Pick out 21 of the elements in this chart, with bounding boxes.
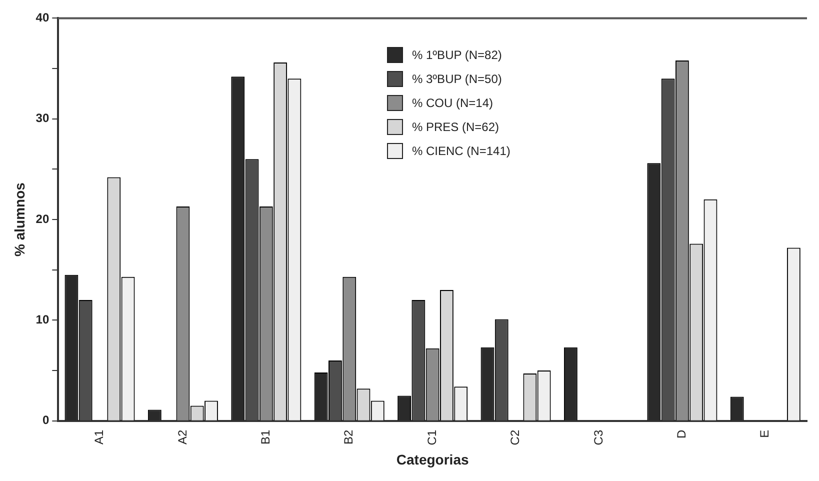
x-tick-label: D [674,430,689,439]
x-tick-label: A2 [175,430,190,445]
legend-label: % 3ºBUP (N=50) [412,72,502,86]
y-tick-label: 40 [36,10,50,25]
x-tick-label: C1 [424,430,439,446]
x-tick-label: A1 [92,430,106,445]
legend-label: % CIENC (N=141) [412,144,510,158]
x-tick-label: C2 [508,430,522,446]
y-tick-label: 10 [36,312,50,327]
x-tick-label: E [758,430,772,438]
x-tick-label: B1 [258,430,272,445]
legend-label: % COU (N=14) [412,96,494,110]
y-tick-label: 0 [42,413,50,428]
legend-label: % PRES (N=62) [412,120,500,134]
legend-label: % 1ºBUP (N=82) [412,48,502,62]
x-tick-label: B2 [342,430,356,445]
y-axis-title: % alumnos [11,182,28,256]
y-tick-label: 30 [36,111,50,126]
y-tick-label: 20 [36,212,50,226]
x-tick-label: C3 [591,430,606,446]
x-axis-title: Categorias [396,451,469,468]
